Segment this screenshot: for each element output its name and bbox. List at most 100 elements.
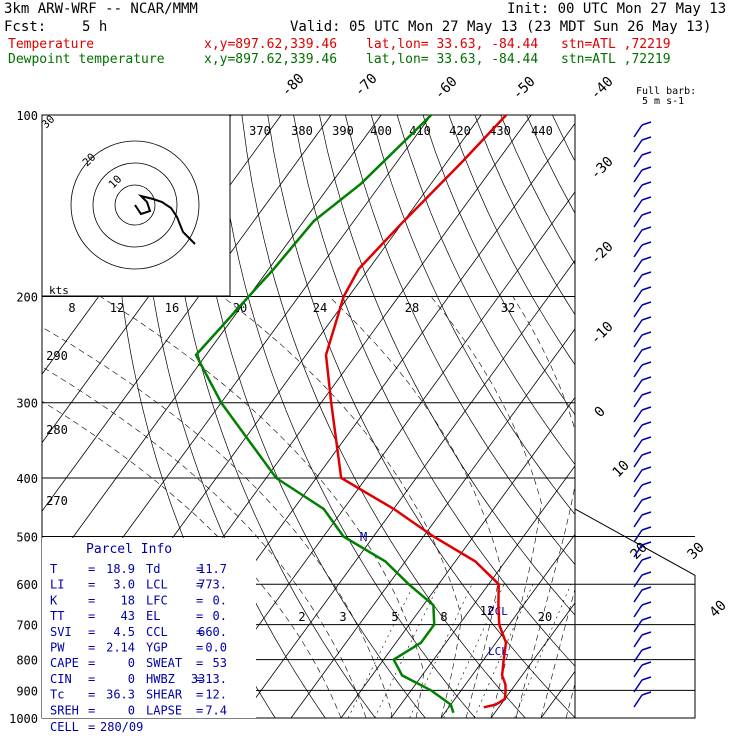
wind-barb <box>633 364 643 378</box>
wind-barb-flag <box>641 376 652 381</box>
wind-barb-flag <box>641 661 652 666</box>
parcel-value: 2.14 <box>106 641 135 655</box>
wind-barb <box>633 349 643 363</box>
forecast-hour: 5 h <box>82 19 108 35</box>
isotherm-label: -10 <box>588 319 617 348</box>
isotherm-label: -20 <box>588 239 617 268</box>
hodograph-speed-tick: 8 <box>68 301 75 315</box>
parcel-eq: = <box>88 593 95 607</box>
parcel-value: 11.7 <box>198 562 227 576</box>
wind-barb-flag <box>641 271 652 276</box>
wind-barb-flag <box>641 571 652 576</box>
parcel-key: LCL <box>146 578 168 592</box>
parcel-key: CAPE <box>50 656 79 670</box>
wind-barb <box>633 559 643 573</box>
hodograph-speed-tick: 24 <box>313 301 327 315</box>
mixing-ratio-label: 20 <box>538 610 552 624</box>
wind-barb <box>633 244 643 258</box>
parcel-value: 3313. <box>191 672 227 686</box>
pressure-tick-label: 600 <box>16 578 38 592</box>
isotherm-label: 0 <box>592 404 609 421</box>
forecast-label: Fcst: <box>4 19 47 35</box>
parcel-key: Tc <box>50 688 64 702</box>
isotherm-line <box>42 115 332 512</box>
wind-barb <box>633 214 643 228</box>
parcel-info-title: Parcel Info <box>86 542 172 557</box>
wind-barb <box>633 649 643 663</box>
parcel-value: 43 <box>121 609 135 623</box>
wind-barb <box>633 439 643 453</box>
pressure-tick-label: 1000 <box>9 712 38 726</box>
parcel-eq: = <box>196 688 203 702</box>
isotherm-line <box>42 115 382 581</box>
wind-barb-flag <box>641 181 652 186</box>
dry-adiabat <box>267 115 575 718</box>
parcel-key: TT <box>50 609 64 623</box>
dry-adiabat <box>293 115 575 667</box>
wind-barb-flag <box>641 256 652 261</box>
parcel-value: 0. <box>213 609 227 623</box>
dew-legend-label: Dewpoint temperature <box>8 52 165 67</box>
parcel-eq: = <box>196 703 203 717</box>
isotherm-line <box>340 396 575 718</box>
isotherm-label: -50 <box>510 74 539 103</box>
isotherm-label: -80 <box>279 71 308 100</box>
theta-label: 390 <box>332 124 354 138</box>
temp-legend-xy: x,y=897.62,339.46 <box>204 37 338 52</box>
parcel-value: 36.3 <box>106 688 135 702</box>
wind-barb-flag <box>641 211 652 216</box>
parcel-value: 3.0 <box>113 578 135 592</box>
parcel-value: 0. <box>213 593 227 607</box>
parcel-value: 4.5 <box>113 625 135 639</box>
wind-barb-flag <box>641 436 652 441</box>
wind-barb-flag <box>641 451 652 456</box>
isotherm-line <box>190 191 575 718</box>
parcel-key: T <box>50 562 57 576</box>
dry-adiabat <box>215 115 476 718</box>
parcel-key: HWBZ <box>146 672 175 686</box>
full-barb-label: Full barb: <box>636 86 696 97</box>
parcel-eq: = <box>196 656 203 670</box>
mixing-ratio-line <box>514 584 572 718</box>
temp-legend-label: Temperature <box>8 37 95 52</box>
dry-adiabat <box>604 115 740 718</box>
pressure-tick-label: 900 <box>16 684 38 698</box>
hodograph-speed-tick: 28 <box>405 301 419 315</box>
parcel-eq: = <box>88 688 95 702</box>
dry-adiabat <box>526 115 575 214</box>
parcel-key: SWEAT <box>146 656 182 670</box>
parcel-eq: = <box>88 672 95 686</box>
parcel-eq: = <box>196 609 203 623</box>
pressure-tick-label: 100 <box>16 109 38 123</box>
wind-barb-flag <box>641 601 652 606</box>
moist-adiabat <box>328 296 501 718</box>
isotherm-line <box>591 115 740 718</box>
mixing-ratio-line <box>473 584 534 718</box>
wind-barb-flag <box>641 166 652 171</box>
hodograph-speed-tick: 32 <box>501 301 515 315</box>
theta-label: 440 <box>531 124 553 138</box>
wind-barb-flag <box>641 631 652 636</box>
wind-barb-flag <box>641 346 652 351</box>
mixing-ratio-label: 3 <box>339 610 346 624</box>
wind-barb <box>633 334 643 348</box>
wind-barb-flag <box>641 616 652 621</box>
wind-barb <box>633 694 643 708</box>
isotherm-line <box>440 533 575 718</box>
wind-barb-flag <box>641 121 652 126</box>
parcel-value: 660. <box>198 625 227 639</box>
pressure-tick-label: 300 <box>16 397 38 411</box>
parcel-key: SVI <box>50 625 72 639</box>
isotherm-label: 10 <box>610 458 633 481</box>
wind-barb <box>633 574 643 588</box>
wind-barb <box>633 424 643 438</box>
theta-label: 380 <box>291 124 313 138</box>
wind-barb <box>633 184 643 198</box>
wind-barb <box>633 199 643 213</box>
parcel-value: 18.9 <box>106 562 135 576</box>
parcel-key: SHEAR <box>146 688 183 702</box>
parcel-key: Td <box>146 562 160 576</box>
wind-barb-flag <box>641 241 652 246</box>
wind-barb-flag <box>641 586 652 591</box>
